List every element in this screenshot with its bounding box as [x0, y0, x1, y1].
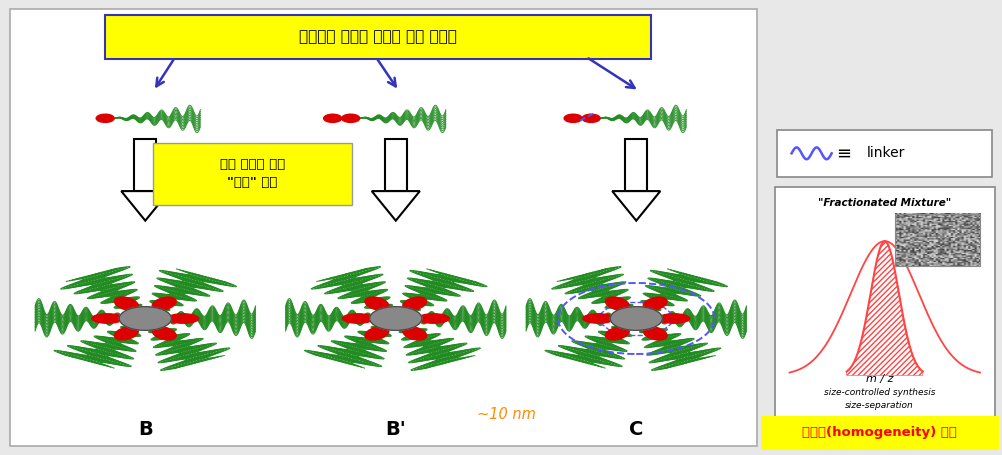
- Ellipse shape: [583, 314, 614, 323]
- Ellipse shape: [343, 314, 374, 323]
- Ellipse shape: [605, 297, 629, 310]
- Circle shape: [370, 307, 422, 330]
- FancyBboxPatch shape: [625, 139, 647, 191]
- Text: "Fractionated Mixture": "Fractionated Mixture": [819, 198, 951, 208]
- Circle shape: [324, 114, 342, 122]
- Ellipse shape: [643, 297, 667, 310]
- Text: B': B': [386, 420, 406, 440]
- FancyBboxPatch shape: [10, 9, 757, 446]
- Ellipse shape: [365, 327, 389, 340]
- FancyBboxPatch shape: [761, 416, 999, 450]
- Ellipse shape: [403, 327, 427, 340]
- Polygon shape: [372, 191, 420, 221]
- FancyBboxPatch shape: [775, 187, 995, 419]
- Polygon shape: [121, 191, 169, 221]
- Text: C: C: [629, 420, 643, 440]
- FancyBboxPatch shape: [134, 139, 156, 191]
- Ellipse shape: [605, 327, 629, 340]
- Text: linker: linker: [867, 147, 905, 160]
- FancyBboxPatch shape: [385, 139, 407, 191]
- FancyBboxPatch shape: [153, 143, 352, 205]
- Ellipse shape: [167, 314, 198, 323]
- Ellipse shape: [418, 314, 449, 323]
- Ellipse shape: [152, 297, 176, 310]
- Circle shape: [564, 114, 582, 122]
- Text: 분자량이 일정한 기능성 단위 조합체: 분자량이 일정한 기능성 단위 조합체: [299, 30, 457, 44]
- Circle shape: [610, 307, 662, 330]
- Text: size-separation: size-separation: [846, 401, 914, 410]
- Ellipse shape: [658, 314, 689, 323]
- Text: B: B: [138, 420, 152, 440]
- Circle shape: [582, 114, 600, 122]
- Polygon shape: [612, 191, 660, 221]
- Ellipse shape: [643, 327, 667, 340]
- Circle shape: [96, 114, 114, 122]
- Ellipse shape: [92, 314, 123, 323]
- Text: ~10 nm: ~10 nm: [477, 407, 535, 421]
- Circle shape: [342, 114, 360, 122]
- Ellipse shape: [114, 327, 138, 340]
- FancyBboxPatch shape: [105, 15, 651, 59]
- Ellipse shape: [114, 297, 138, 310]
- Text: m / z: m / z: [866, 374, 894, 384]
- Text: size-controlled synthesis: size-controlled synthesis: [824, 388, 936, 397]
- Text: 부분 치환이 아닌
"전체" 치환: 부분 치환이 아닌 "전체" 치환: [219, 158, 286, 189]
- Text: 균일성(homogeneity) 증대: 균일성(homogeneity) 증대: [803, 426, 957, 439]
- Text: ≡: ≡: [836, 144, 852, 162]
- Circle shape: [119, 307, 171, 330]
- Ellipse shape: [152, 327, 176, 340]
- FancyBboxPatch shape: [777, 130, 992, 177]
- Ellipse shape: [365, 297, 389, 310]
- Ellipse shape: [403, 297, 427, 310]
